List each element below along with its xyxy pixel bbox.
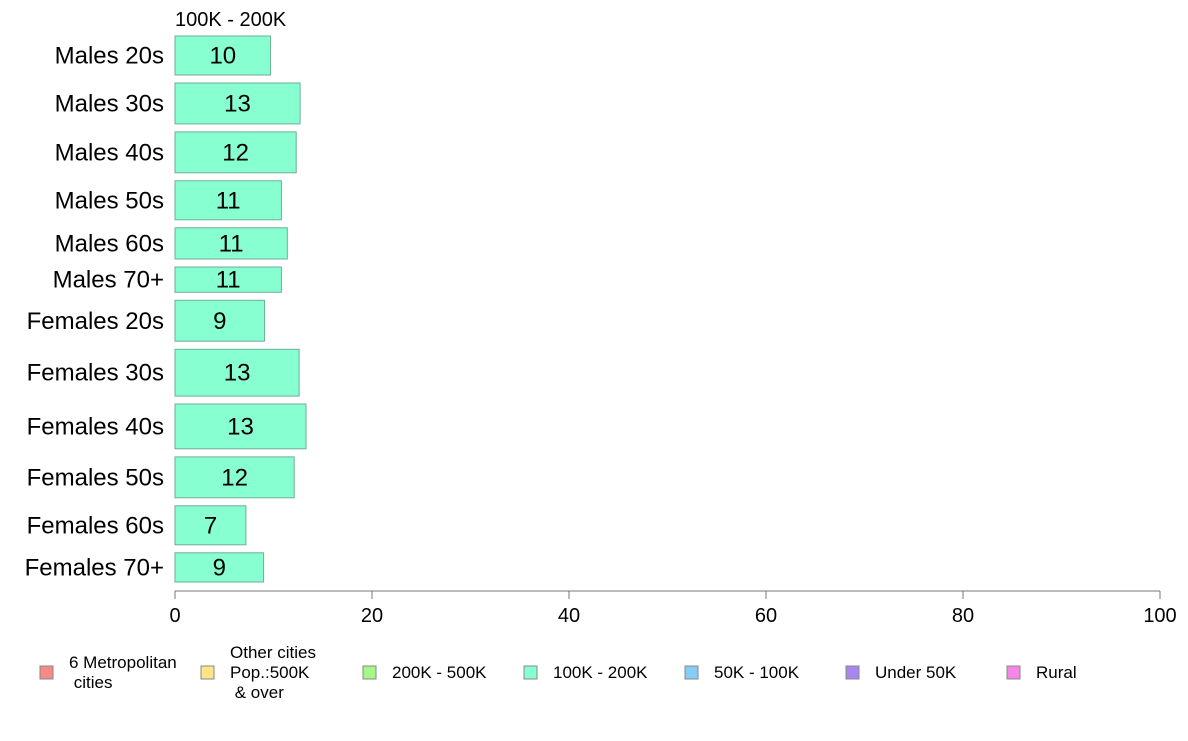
bar-females-20s (174, 299, 266, 342)
category-label: Males 50s (55, 187, 164, 214)
bar-value-label: 10 (209, 43, 236, 70)
bar-value-label: 9 (213, 308, 226, 335)
bar-males-30s (174, 82, 301, 125)
x-tick-label: 40 (558, 605, 580, 627)
legend-swatch (200, 665, 215, 680)
legend-item: Under 50K (845, 663, 957, 682)
bar-females-30s (174, 348, 300, 397)
category-label: Males 20s (55, 43, 164, 70)
x-axis: 0 20 40 60 80 100 (169, 590, 1177, 627)
bar-females-70 (174, 552, 265, 583)
legend-label: Other cities Pop.:500K & over (230, 643, 316, 702)
category-label: Females 70+ (25, 554, 164, 581)
category-label: Females 60s (27, 512, 164, 539)
legend-swatch (523, 665, 538, 680)
legend-swatch (1006, 665, 1021, 680)
bar-males-60s (174, 227, 288, 260)
bar-value-label: 13 (227, 413, 254, 440)
category-label: Males 40s (55, 139, 164, 166)
legend-item: Other cities Pop.:500K & over (200, 643, 316, 702)
legend-item: 100K - 200K (523, 663, 648, 682)
legend-label: 100K - 200K (553, 663, 648, 682)
bar-value-label: 11 (216, 267, 241, 294)
bar-value-label: 13 (224, 90, 251, 117)
legend-item: 6 Metropolitan cities (39, 653, 177, 692)
bar-value-label: 12 (221, 464, 248, 491)
legend-label: Rural (1036, 663, 1077, 682)
panel-title: 100K - 200K (175, 9, 287, 31)
legend-swatch (39, 665, 54, 680)
category-label: Males 60s (55, 230, 164, 257)
category-label: Females 30s (27, 360, 164, 387)
bar-males-50s (174, 180, 282, 221)
category-label: Females 20s (27, 308, 164, 335)
bar-males-40s (174, 131, 297, 174)
x-tick-label: 20 (361, 605, 383, 627)
bar-males-20s (174, 35, 271, 76)
legend-swatch (684, 665, 699, 680)
x-tick-label: 60 (755, 605, 777, 627)
bar-females-50s (174, 456, 295, 499)
legend-swatch (845, 665, 860, 680)
legend-item: 200K - 500K (362, 663, 487, 682)
category-label: Males 30s (55, 90, 164, 117)
category-label: Females 40s (27, 413, 164, 440)
category-labels-layer: Males 20s Males 30s Males 40s Males 50s Male… (25, 43, 164, 582)
category-label: Females 50s (27, 464, 164, 491)
bar-males-70 (174, 266, 282, 293)
bar-value-label: 11 (219, 230, 244, 257)
x-tick-label: 80 (952, 605, 974, 627)
bar-value-label: 7 (204, 512, 217, 539)
legend-item: 50K - 100K (684, 663, 800, 682)
x-tick-label: 100 (1143, 605, 1176, 627)
category-label: Males 70+ (53, 267, 164, 294)
legend: 6 Metropolitan cities Other cities Pop.:50… (39, 643, 1077, 702)
bar-value-label: 11 (216, 187, 241, 214)
x-tick-label: 0 (169, 605, 180, 627)
legend-item: Rural (1006, 663, 1077, 682)
bar-value-label: 9 (213, 554, 226, 581)
bar-value-label: 12 (222, 139, 249, 166)
bar-females-60s (174, 505, 247, 546)
legend-label: 200K - 500K (392, 663, 487, 682)
legend-label: Under 50K (875, 663, 957, 682)
legend-swatch (362, 665, 377, 680)
bar-value-label: 13 (224, 360, 251, 387)
legend-label: 50K - 100K (714, 663, 800, 682)
bar-females-40s (174, 403, 307, 450)
legend-label: 6 Metropolitan cities (69, 653, 177, 692)
